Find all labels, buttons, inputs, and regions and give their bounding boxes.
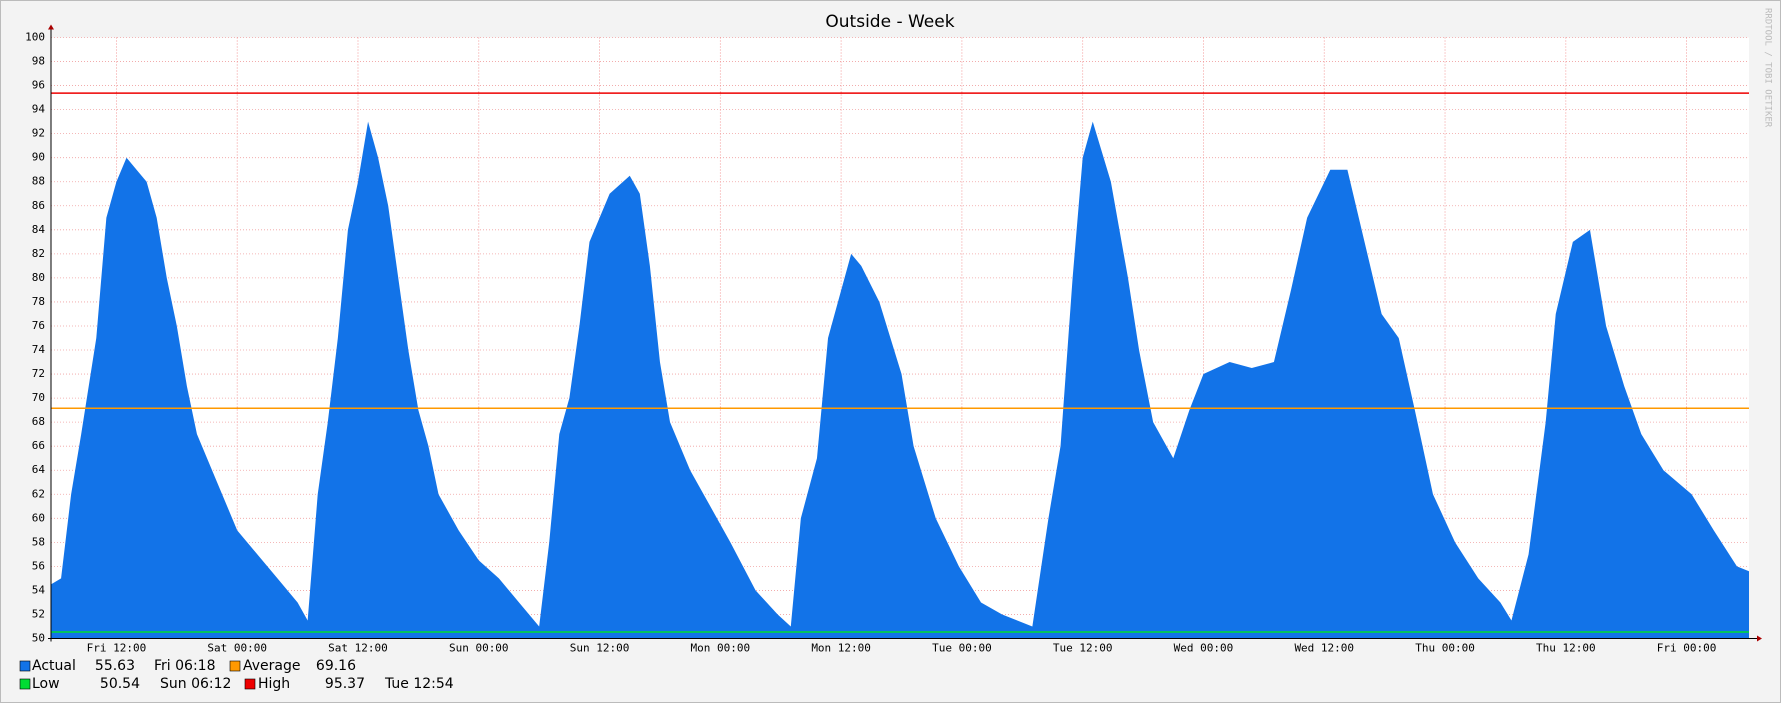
chart-title: Outside - Week <box>825 12 954 32</box>
legend-time: Sun 06:12 <box>160 676 231 692</box>
y-tick-label: 84 <box>32 223 46 236</box>
x-tick-label: Sun 12:00 <box>570 642 630 655</box>
y-tick-label: 86 <box>32 199 45 212</box>
legend-value: 95.37 <box>325 676 365 692</box>
legend-swatch <box>19 660 31 672</box>
y-tick-label: 70 <box>32 391 45 404</box>
y-tick-label: 50 <box>32 632 45 645</box>
y-tick-label: 68 <box>32 415 45 428</box>
x-tick-label: Thu 12:00 <box>1536 642 1596 655</box>
x-tick-label: Sat 00:00 <box>207 642 267 655</box>
legend-swatch <box>244 678 256 690</box>
axis-arrow <box>1757 635 1762 642</box>
y-tick-label: 58 <box>32 535 45 548</box>
y-tick-label: 94 <box>32 103 46 116</box>
y-tick-label: 82 <box>32 247 45 260</box>
x-tick-label: Sat 12:00 <box>328 642 388 655</box>
y-tick-label: 92 <box>32 127 45 140</box>
y-tick-label: 80 <box>32 271 45 284</box>
x-tick-label: Thu 00:00 <box>1415 642 1475 655</box>
y-tick-label: 66 <box>32 439 45 452</box>
y-tick-label: 96 <box>32 79 45 92</box>
y-tick-label: 54 <box>32 583 46 596</box>
y-tick-label: 72 <box>32 367 45 380</box>
x-tick-label: Fri 00:00 <box>1657 642 1717 655</box>
legend-value: 69.16 <box>316 658 356 674</box>
x-tick-label: Tue 12:00 <box>1053 642 1113 655</box>
y-tick-label: 100 <box>25 31 45 44</box>
legend-swatch <box>19 678 31 690</box>
y-tick-label: 88 <box>32 175 45 188</box>
x-tick-label: Fri 12:00 <box>87 642 147 655</box>
y-tick-label: 90 <box>32 151 45 164</box>
legend-time: Tue 12:54 <box>384 676 454 692</box>
legend-time: Fri 06:18 <box>154 658 215 674</box>
x-tick-label: Tue 00:00 <box>932 642 992 655</box>
y-tick-label: 64 <box>32 463 46 476</box>
y-tick-label: 74 <box>32 343 46 356</box>
y-tick-label: 56 <box>32 559 45 572</box>
legend-label: High <box>258 676 290 692</box>
legend-value: 50.54 <box>100 676 140 692</box>
watermark: RRDTOOL / TOBI OETIKER <box>1763 8 1773 128</box>
y-tick-label: 52 <box>32 607 45 620</box>
y-tick-label: 62 <box>32 487 45 500</box>
y-tick-label: 98 <box>32 55 45 68</box>
axis-arrow <box>48 24 54 30</box>
y-tick-label: 78 <box>32 295 45 308</box>
y-tick-label: 60 <box>32 511 45 524</box>
x-tick-label: Mon 00:00 <box>691 642 751 655</box>
x-tick-label: Mon 12:00 <box>811 642 871 655</box>
x-tick-label: Wed 12:00 <box>1294 642 1354 655</box>
legend-label: Low <box>32 676 60 692</box>
legend-swatch <box>229 660 241 672</box>
legend-label: Average <box>243 658 301 674</box>
area <box>51 121 1749 639</box>
legend-label: Actual <box>32 658 76 674</box>
x-tick-label: Wed 00:00 <box>1174 642 1234 655</box>
y-tick-label: 76 <box>32 319 45 332</box>
x-tick-label: Sun 00:00 <box>449 642 509 655</box>
legend-value: 55.63 <box>95 658 135 674</box>
